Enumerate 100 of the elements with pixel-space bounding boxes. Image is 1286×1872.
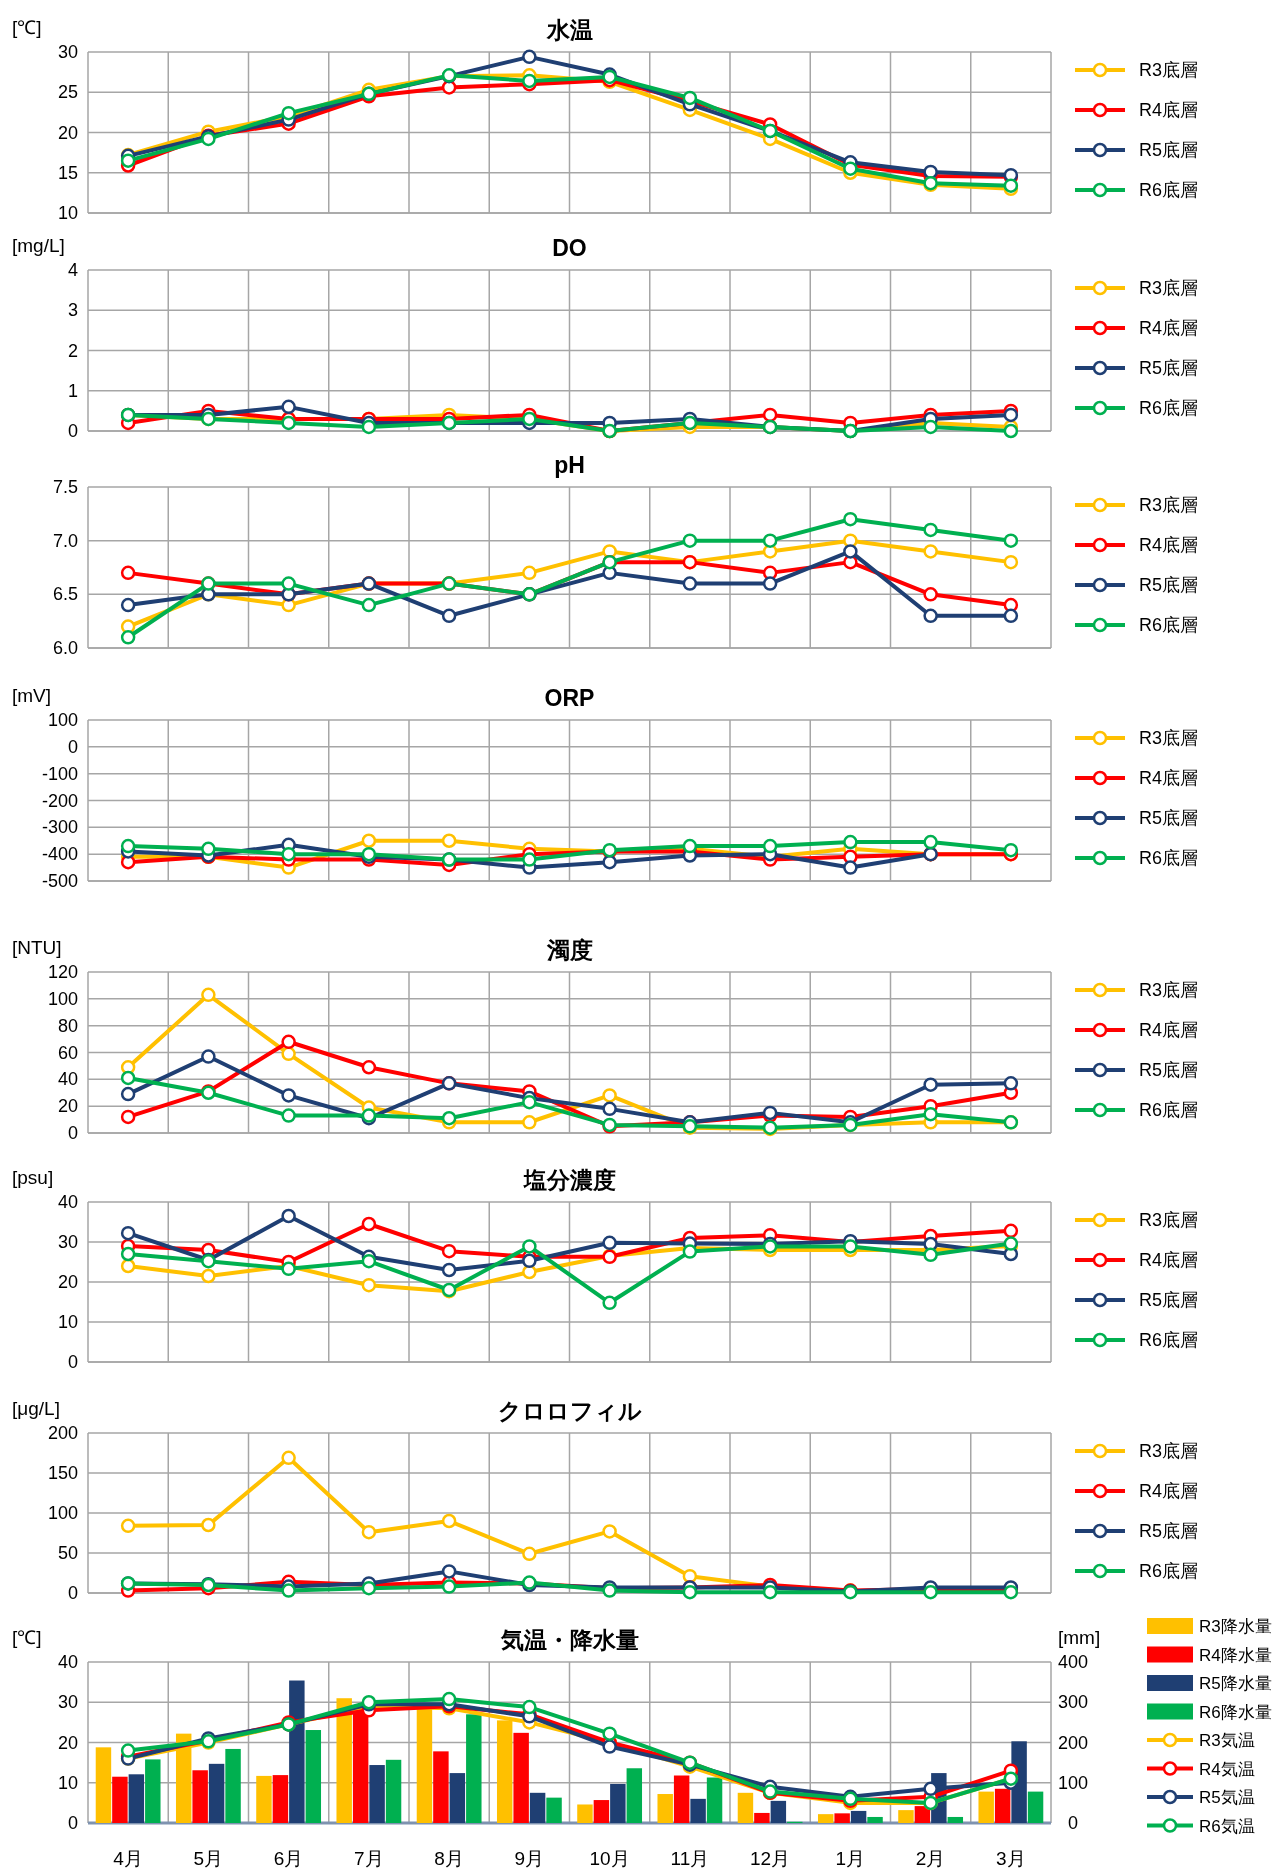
y-tick-label: 15 (57, 162, 78, 183)
legend-label: R3底層 (1139, 980, 1199, 1000)
legend-label: R6降水量 (1199, 1702, 1272, 1722)
legend-label: R3底層 (1139, 728, 1199, 748)
y-tick-label: 150 (47, 1463, 78, 1483)
y-tick-label: 20 (57, 1096, 78, 1117)
y-tick-label: 0 (67, 1352, 78, 1372)
y-tick-label: 20 (57, 122, 78, 143)
y2-tick-label: 0 (1067, 1813, 1079, 1833)
y-tick-label: 0 (67, 1123, 78, 1143)
y-tick-label: -400 (41, 844, 78, 865)
chart-title: 水温 (545, 17, 593, 43)
y-tick-label: 0 (67, 1813, 78, 1833)
legend-label: R3降水量 (1199, 1617, 1272, 1636)
legend-label: R4底層 (1139, 1481, 1199, 1501)
legend-label: R3底層 (1139, 495, 1199, 515)
legend-label: R4底層 (1139, 100, 1199, 120)
y2-tick-label: 400 (1057, 1652, 1089, 1672)
legend-label: R5底層 (1139, 358, 1199, 378)
y-axis-title: [mg/L] (12, 235, 65, 256)
y-tick-label: 30 (57, 42, 78, 62)
y-axis-title: [μg/L] (12, 1398, 60, 1419)
y-tick-label: 40 (57, 1069, 78, 1090)
legend-label: R3底層 (1139, 1441, 1199, 1461)
y-axis-title: [mV] (12, 685, 52, 706)
y-tick-label: -100 (41, 763, 78, 784)
y-axis-title: [℃] (12, 17, 42, 38)
x-tick-label: 4月 (113, 1848, 143, 1869)
y-tick-label: 100 (47, 1503, 78, 1523)
y-tick-label: 80 (57, 1015, 78, 1036)
legend-label: R6気温 (1199, 1816, 1255, 1836)
legend-label: R6底層 (1139, 180, 1199, 200)
y-tick-label: 200 (47, 1423, 78, 1443)
y-tick-label: 30 (57, 1232, 78, 1252)
legend-label: R4底層 (1139, 1020, 1199, 1040)
y-tick-label: 100 (47, 988, 78, 1009)
legend-label: R3底層 (1139, 1210, 1199, 1230)
legend-label: R3気温 (1199, 1731, 1255, 1750)
legend-label: R3底層 (1139, 278, 1199, 298)
y-tick-label: 3 (67, 300, 78, 321)
chart-title: クロロフィル (497, 1398, 642, 1424)
x-tick-label: 5月 (193, 1848, 224, 1869)
legend-label: R5底層 (1139, 1060, 1199, 1080)
y-tick-label: 0 (67, 421, 78, 441)
legend-label: R4底層 (1139, 535, 1199, 555)
x-tick-label: 10月 (589, 1848, 630, 1869)
chart-title: 塩分濃度 (522, 1167, 616, 1193)
y-tick-label: 60 (57, 1042, 78, 1063)
legend-label: R4底層 (1139, 1250, 1199, 1270)
legend-label: R5底層 (1139, 140, 1199, 160)
y-tick-label: 10 (57, 203, 78, 223)
y2-tick-label: 200 (1057, 1732, 1089, 1753)
y-tick-label: 20 (57, 1272, 78, 1292)
legend-label: R4気温 (1199, 1759, 1255, 1779)
x-tick-label: 12月 (750, 1848, 791, 1869)
legend-label: R4降水量 (1199, 1645, 1272, 1665)
y-tick-label: 2 (67, 340, 78, 361)
y-tick-label: 40 (57, 1192, 78, 1212)
y-tick-label: 50 (57, 1543, 78, 1563)
y-tick-label: 0 (67, 736, 78, 757)
legend-label: R4底層 (1139, 768, 1199, 788)
x-tick-label: 2月 (915, 1848, 946, 1869)
y-tick-label: 0 (67, 1583, 78, 1603)
y2-axis-title: [mm] (1058, 1627, 1101, 1648)
legend-label: R3底層 (1139, 60, 1199, 80)
legend-label: R5底層 (1139, 1290, 1199, 1310)
chart-title: DO (552, 235, 587, 261)
y-tick-label: 100 (47, 710, 78, 730)
legend-label: R6底層 (1139, 848, 1199, 868)
legend-label: R5底層 (1139, 808, 1199, 828)
x-tick-label: 6月 (273, 1848, 304, 1869)
y-tick-label: 6.0 (52, 638, 78, 658)
y-tick-label: 30 (57, 1692, 78, 1713)
y-tick-label: 10 (57, 1772, 78, 1793)
y2-tick-label: 100 (1057, 1772, 1089, 1793)
legend-label: R6底層 (1139, 1330, 1199, 1350)
y2-tick-label: 300 (1057, 1692, 1089, 1713)
y-tick-label: 120 (47, 962, 78, 982)
y-tick-label: 1 (67, 380, 78, 401)
legend-label: R6底層 (1139, 398, 1199, 418)
y-tick-label: 7.5 (52, 477, 78, 497)
x-tick-label: 7月 (354, 1848, 384, 1869)
legend-label: R5気温 (1199, 1788, 1255, 1807)
legend-label: R6底層 (1139, 1561, 1199, 1581)
chart-title: pH (554, 452, 585, 478)
x-tick-label: 8月 (434, 1848, 464, 1869)
y-tick-label: 20 (57, 1732, 78, 1753)
x-tick-label: 11月 (670, 1848, 710, 1869)
y-tick-label: 40 (57, 1652, 78, 1672)
y-axis-title: [NTU] (12, 937, 62, 958)
legend-label: R5降水量 (1199, 1674, 1272, 1693)
legend-label: R6底層 (1139, 615, 1199, 635)
x-tick-label: 1月 (835, 1848, 866, 1869)
legend-label: R5底層 (1139, 1521, 1199, 1541)
y-tick-label: 10 (57, 1312, 78, 1332)
chart-title: ORP (544, 685, 595, 711)
y-tick-label: 4 (67, 260, 78, 280)
legend-label: R4底層 (1139, 318, 1199, 338)
legend-label: R6底層 (1139, 1100, 1199, 1120)
y-tick-label: 7.0 (52, 530, 78, 551)
